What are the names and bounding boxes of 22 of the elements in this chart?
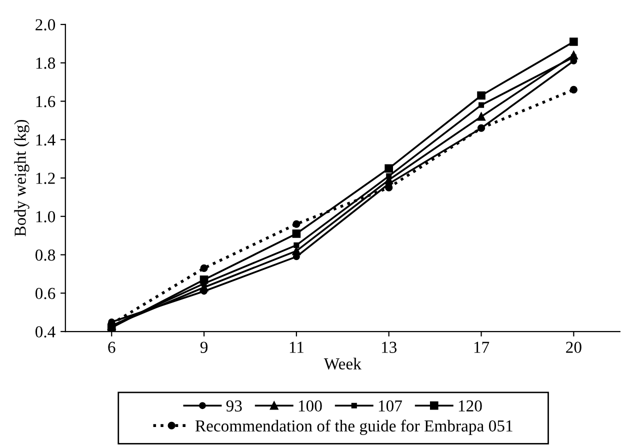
y-tick-label: 1.2 xyxy=(36,172,55,184)
x-tick-label: 9 xyxy=(200,342,208,353)
legend-label: 107 xyxy=(378,400,402,412)
x-tick-label: 11 xyxy=(290,342,304,353)
legend-label: 100 xyxy=(298,400,322,412)
y-tick-label: 1.8 xyxy=(36,58,56,69)
legend-label: 120 xyxy=(458,400,482,412)
x-tick-label: 13 xyxy=(382,342,397,353)
x-axis-title: Week xyxy=(324,358,362,370)
legend-label: Recommendation of the guide for Embrapa 051 xyxy=(195,420,512,435)
y-tick-label: 1.0 xyxy=(36,211,56,222)
y-tick-label: 0.8 xyxy=(35,249,56,261)
y-tick-label: 2.0 xyxy=(36,19,56,30)
x-tick-label: 20 xyxy=(566,342,582,353)
y-tick-label: 0.4 xyxy=(35,326,56,338)
y-axis-title: Body weight (kg) xyxy=(14,120,30,236)
y-tick-label: 1.6 xyxy=(36,96,56,108)
y-tick-label: 0.6 xyxy=(35,288,56,300)
legend-label: 93 xyxy=(226,400,242,412)
x-tick-label: 6 xyxy=(108,342,116,353)
y-tick-label: 1.4 xyxy=(36,134,56,146)
x-tick-label: 17 xyxy=(474,342,490,353)
